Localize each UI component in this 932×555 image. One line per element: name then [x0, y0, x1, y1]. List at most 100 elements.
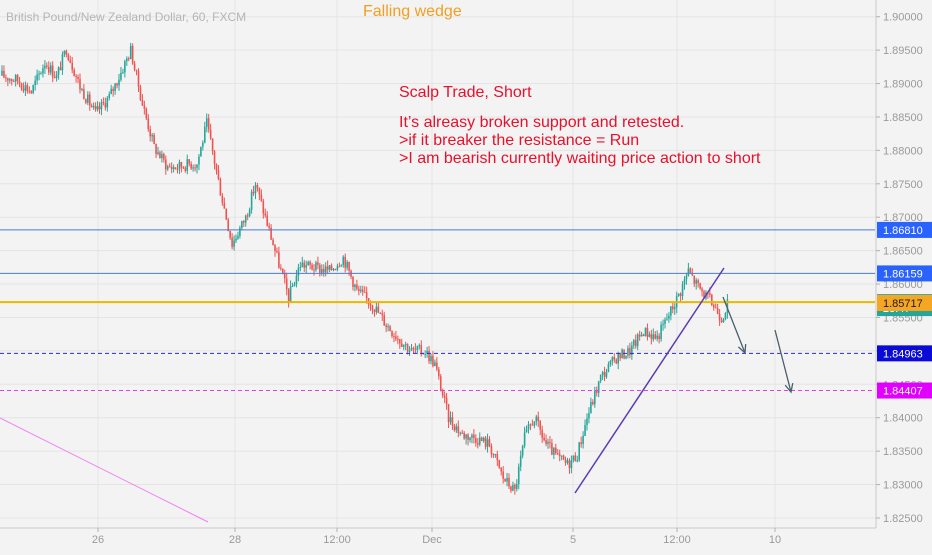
candle-body [406, 344, 409, 352]
candle-body [529, 424, 532, 426]
candle-body [305, 265, 307, 268]
price-label-resistance-upper[interactable]: 1.86810 [877, 221, 932, 238]
drawings [0, 267, 794, 523]
candle-body [428, 350, 430, 362]
candle-body [81, 89, 83, 91]
candle-body [137, 71, 140, 87]
candle-body [352, 276, 354, 288]
candle-body [9, 79, 11, 81]
arrow-short-1[interactable] [722, 296, 747, 355]
candle-body [726, 299, 729, 314]
candle-body [282, 268, 284, 274]
price-label-target-1-bg [877, 345, 932, 362]
candle-body [274, 245, 276, 251]
candle-body [96, 106, 99, 110]
candle-body [110, 88, 112, 95]
time-axis[interactable]: 26 28 12:00 Dec 5 12:00 10 [0, 527, 876, 546]
candle-body [264, 213, 267, 216]
price-label-resistance-lower[interactable]: 1.86159 [877, 265, 932, 282]
candle-body [465, 434, 467, 439]
price-tick-label: 1.82500 [883, 513, 923, 525]
wedge-lower-line[interactable] [0, 417, 209, 523]
price-label-target-2[interactable]: 1.84407 [877, 382, 932, 399]
candle-body [560, 455, 563, 457]
candle-body [549, 441, 551, 444]
candle-body [441, 390, 444, 396]
price-label-resistance-upper-bg [877, 221, 932, 238]
candle-body [198, 156, 200, 165]
candle-body [75, 76, 77, 78]
candle-body [469, 437, 471, 440]
trendline[interactable] [574, 267, 725, 494]
arrow-short-2[interactable] [774, 329, 794, 394]
candle-body [104, 103, 107, 108]
candle-body [586, 418, 588, 425]
candle-body [478, 437, 481, 445]
candle-body [488, 439, 491, 447]
time-tick-label: 12:00 [663, 534, 691, 546]
candle-body [280, 267, 282, 269]
candle-body [463, 432, 465, 439]
candle-body [225, 208, 228, 220]
candle-body [159, 152, 161, 159]
candle-body [436, 362, 438, 370]
candle-body [235, 238, 237, 241]
candle-body [192, 167, 194, 169]
candle-body [161, 154, 163, 159]
candle-body [588, 413, 590, 419]
candle-body [30, 91, 33, 93]
candle-body [609, 360, 612, 365]
candle-body [34, 80, 36, 86]
candle-body [654, 334, 657, 339]
candle-body [385, 325, 387, 328]
candle-body [16, 75, 19, 82]
candle-body [32, 85, 34, 93]
candle-body [53, 77, 56, 79]
price-label-target-1[interactable]: 1.84963 [877, 345, 932, 362]
candle-body [48, 66, 50, 73]
price-label-target-2-bg [877, 382, 932, 399]
candle-body [85, 99, 87, 103]
candle-body [689, 268, 692, 273]
candle-body [445, 397, 448, 405]
time-tick-label: 12:00 [323, 534, 351, 546]
candle-body [574, 455, 577, 462]
candle-body [438, 369, 440, 377]
candle-body [521, 445, 524, 456]
candle-body [124, 61, 126, 73]
candle-body [475, 438, 477, 443]
price-label-current[interactable]: 1.85717 [877, 294, 932, 311]
candle-body [49, 65, 52, 73]
candle-body [301, 262, 304, 267]
candle-body [315, 262, 317, 271]
candle-body [590, 401, 592, 414]
candle-body [402, 344, 405, 347]
candle-body [127, 58, 130, 60]
candle-body [182, 167, 185, 169]
candle-body [576, 460, 579, 462]
price-axis[interactable]: 1.90000 1.89500 1.89000 1.88500 1.88000 1.875… [875, 0, 923, 528]
candle-body [537, 416, 540, 421]
candle-body [202, 142, 204, 147]
candle-body [106, 98, 109, 108]
candle-body [151, 135, 153, 137]
candle-body [670, 306, 672, 316]
candle-body [26, 85, 29, 92]
candle-body [73, 69, 75, 77]
candle-body [369, 304, 372, 306]
candle-body [594, 390, 596, 405]
candle-body [531, 424, 534, 426]
candle-body [112, 88, 114, 92]
arrow-head [784, 383, 794, 394]
candle-body [498, 460, 501, 468]
candle-body [233, 240, 235, 247]
price-label-current-bg [877, 294, 932, 311]
candle-body [334, 269, 337, 271]
candle-body [244, 215, 247, 223]
candle-body [592, 401, 594, 405]
candle-body [174, 167, 177, 170]
candle-body [393, 336, 395, 338]
candle-body [28, 91, 31, 93]
candle-body [457, 426, 460, 433]
